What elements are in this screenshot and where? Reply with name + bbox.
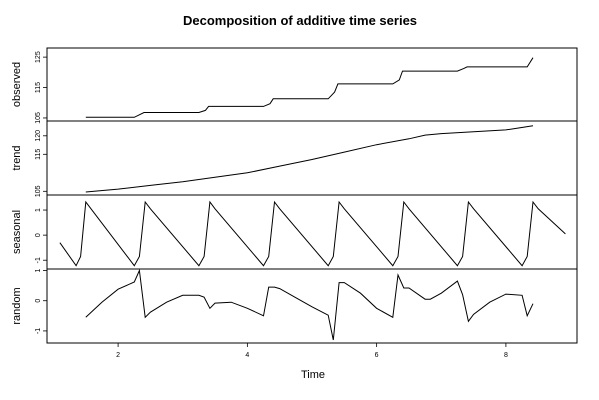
- observed-y-tick-label-1: 115: [35, 82, 42, 93]
- observed-series-line: [85, 57, 534, 118]
- random-y-tick-label-0: -1: [35, 328, 42, 334]
- trend-y-label: trend: [11, 145, 23, 170]
- panels-group: observed 105 115 125 trend 105 115 120 seasonal -…: [11, 47, 578, 344]
- seasonal-y-label: seasonal: [11, 210, 23, 254]
- trend-series-line: [85, 125, 534, 193]
- seasonal-y-tick-label-1: 0: [35, 233, 42, 237]
- x-tick-label-1: 4: [245, 352, 249, 359]
- seasonal-panel: seasonal -1 0 1: [11, 194, 578, 270]
- random-panel: random -1 0 1: [11, 268, 578, 344]
- trend-panel-frame: [46, 120, 578, 196]
- seasonal-series-line: [59, 200, 566, 267]
- random-series-line: [85, 268, 534, 341]
- seasonal-y-tick-label-2: 1: [35, 208, 42, 212]
- x-axis: 2 4 6 8: [116, 343, 508, 359]
- random-y-tick-label-2: 1: [35, 268, 42, 272]
- trend-panel: trend 105 115 120: [11, 120, 578, 197]
- observed-y-tick-label-2: 125: [35, 51, 42, 63]
- trend-y-tick-label-0: 105: [35, 185, 42, 197]
- trend-y-tick-label-2: 120: [35, 130, 42, 142]
- observed-panel-frame: [46, 47, 578, 122]
- seasonal-y-tick-label-0: -1: [35, 257, 42, 263]
- x-tick-label-2: 6: [375, 352, 379, 359]
- seasonal-panel-frame: [46, 194, 578, 270]
- random-y-label: random: [11, 287, 23, 324]
- observed-y-label: observed: [11, 62, 23, 107]
- random-panel-frame: [46, 268, 578, 344]
- trend-y-tick-label-1: 115: [35, 149, 42, 160]
- observed-y-tick-label-0: 105: [35, 112, 42, 124]
- observed-panel: observed 105 115 125: [11, 47, 578, 124]
- x-axis-label: Time: [301, 369, 325, 381]
- chart-title: Decomposition of additive time series: [183, 13, 417, 28]
- x-tick-label-0: 2: [116, 352, 120, 359]
- x-tick-label-3: 8: [504, 352, 508, 359]
- random-y-tick-label-1: 0: [35, 299, 42, 303]
